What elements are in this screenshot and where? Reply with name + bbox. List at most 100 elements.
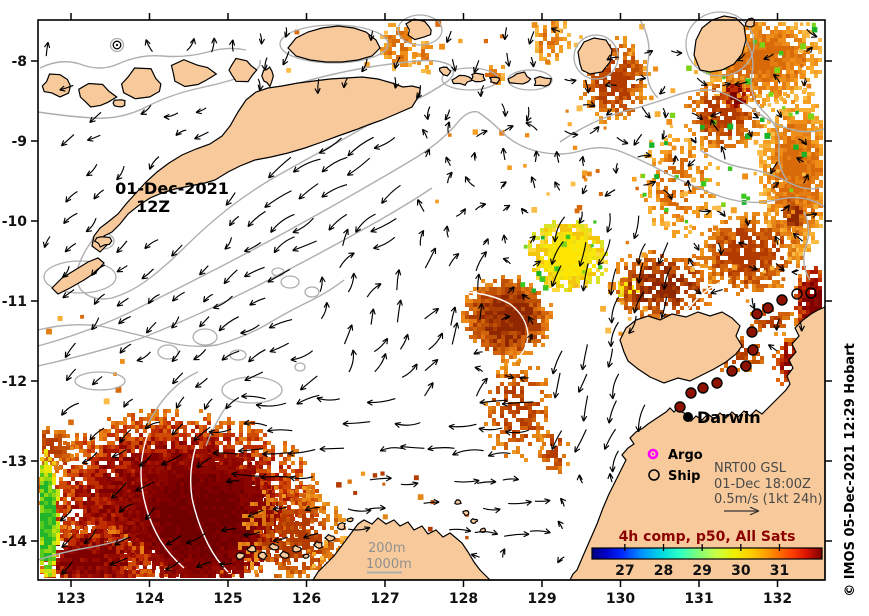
current-arrow <box>257 78 264 91</box>
current-arrow <box>60 561 74 575</box>
current-arrow <box>607 348 614 368</box>
current-arrow <box>577 373 588 393</box>
current-arrow <box>662 107 670 119</box>
current-arrow <box>500 147 507 161</box>
current-arrow <box>662 189 673 200</box>
current-arrow <box>59 84 74 92</box>
current-arrow <box>710 111 722 118</box>
current-arrow <box>482 238 489 246</box>
y-tick-label: -11 <box>2 294 27 310</box>
current-arrow <box>140 104 152 115</box>
current-arrow <box>282 51 290 66</box>
land-small-island <box>170 59 218 88</box>
current-arrow <box>321 156 348 173</box>
current-arrow <box>290 350 314 363</box>
current-arrow <box>260 473 292 481</box>
current-arrow <box>218 561 233 568</box>
current-arrow <box>710 118 719 131</box>
current-arrow <box>62 289 75 299</box>
current-arrow <box>65 191 78 203</box>
current-arrow <box>504 125 514 132</box>
land-small-island <box>93 236 113 248</box>
current-arrow <box>111 449 127 459</box>
current-arrow <box>428 332 444 351</box>
current-arrow <box>289 475 314 482</box>
current-arrow <box>225 192 236 206</box>
current-arrow <box>734 80 748 88</box>
bathymetry-contour-loop <box>192 328 218 346</box>
current-arrow <box>473 348 483 355</box>
current-arrow <box>551 350 563 375</box>
current-arrow <box>123 398 134 408</box>
current-arrow <box>798 320 806 332</box>
bathymetry-contour-line <box>37 279 345 348</box>
ship-observation-marker-dot <box>115 43 119 47</box>
land-small-island <box>312 540 323 549</box>
current-arrow <box>247 210 266 228</box>
current-arrow <box>605 108 613 116</box>
current-arrow <box>393 76 400 89</box>
current-arrow <box>249 297 266 306</box>
current-arrow <box>369 308 376 325</box>
current-arrow <box>255 402 287 409</box>
current-arrow <box>772 73 781 84</box>
current-arrow <box>421 128 429 139</box>
current-arrow <box>321 184 348 198</box>
current-arrow <box>91 317 100 331</box>
depth-legend-200m: 200m <box>368 541 405 556</box>
current-arrow <box>530 176 537 188</box>
ship-track-point-filled <box>762 302 774 314</box>
current-arrow <box>396 299 403 323</box>
land-small-island <box>41 73 72 98</box>
y-tick-label: -10 <box>2 214 28 230</box>
current-arrow <box>564 130 579 138</box>
current-arrow <box>266 426 293 434</box>
current-arrow <box>550 27 561 34</box>
current-arrow <box>805 46 813 53</box>
current-arrow <box>61 402 80 416</box>
legend-argo-label: Argo <box>668 448 703 463</box>
current-arrow <box>798 138 808 146</box>
date-label-line2: 12Z <box>136 197 170 216</box>
current-arrow <box>175 396 185 409</box>
current-arrow <box>186 38 197 52</box>
current-arrow <box>806 212 818 219</box>
current-arrow <box>763 53 774 61</box>
current-arrow <box>609 373 620 400</box>
bathymetry-contour-line <box>559 89 825 143</box>
x-tick-label: 131 <box>684 591 713 607</box>
land-small-island <box>120 67 162 100</box>
current-arrow <box>424 307 440 320</box>
bathymetry-contour-loop <box>279 24 389 64</box>
current-arrow <box>63 212 78 225</box>
current-arrow <box>744 217 751 226</box>
current-arrow <box>454 478 480 485</box>
current-arrow <box>449 526 472 533</box>
current-arrow <box>550 430 563 451</box>
current-arrow <box>225 477 240 484</box>
current-arrow <box>473 60 480 74</box>
current-arrow <box>171 372 184 385</box>
current-arrow <box>505 373 515 380</box>
current-arrow <box>424 247 437 269</box>
current-arrow <box>369 504 386 511</box>
current-arrow <box>400 481 419 488</box>
bathymetry-contour-line <box>37 187 433 367</box>
current-arrow <box>284 27 291 38</box>
current-arrow <box>400 443 425 451</box>
current-arrow <box>520 207 529 215</box>
current-arrow <box>529 56 537 68</box>
current-arrow <box>527 31 535 45</box>
current-arrow <box>519 376 529 383</box>
land-small-island <box>78 82 118 108</box>
current-arrow <box>792 232 804 242</box>
y-tick-label: -13 <box>2 454 27 470</box>
land-layer <box>41 15 826 581</box>
current-arrow <box>559 497 567 507</box>
current-arrow <box>44 41 51 57</box>
current-arrow <box>687 257 694 267</box>
current-arrow <box>270 213 295 233</box>
current-arrow <box>684 179 692 193</box>
current-arrow <box>507 286 515 294</box>
